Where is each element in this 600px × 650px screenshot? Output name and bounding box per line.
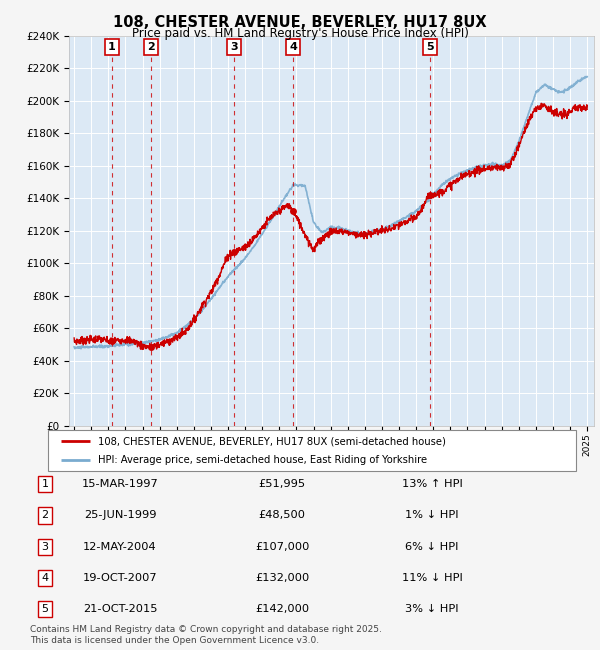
Text: £48,500: £48,500 bbox=[259, 510, 305, 521]
Text: £51,995: £51,995 bbox=[259, 479, 305, 489]
Text: 6% ↓ HPI: 6% ↓ HPI bbox=[405, 541, 459, 552]
Text: 11% ↓ HPI: 11% ↓ HPI bbox=[401, 573, 463, 583]
Text: 2: 2 bbox=[147, 42, 155, 52]
Text: £142,000: £142,000 bbox=[255, 604, 309, 614]
Text: 25-JUN-1999: 25-JUN-1999 bbox=[84, 510, 156, 521]
Text: £107,000: £107,000 bbox=[255, 541, 309, 552]
Text: 15-MAR-1997: 15-MAR-1997 bbox=[82, 479, 158, 489]
Text: 3: 3 bbox=[41, 541, 49, 552]
Text: 2: 2 bbox=[41, 510, 49, 521]
Text: 13% ↑ HPI: 13% ↑ HPI bbox=[401, 479, 463, 489]
Text: Price paid vs. HM Land Registry's House Price Index (HPI): Price paid vs. HM Land Registry's House … bbox=[131, 27, 469, 40]
Text: 19-OCT-2007: 19-OCT-2007 bbox=[83, 573, 157, 583]
Text: 1: 1 bbox=[108, 42, 116, 52]
Text: 108, CHESTER AVENUE, BEVERLEY, HU17 8UX (semi-detached house): 108, CHESTER AVENUE, BEVERLEY, HU17 8UX … bbox=[98, 436, 446, 447]
Text: Contains HM Land Registry data © Crown copyright and database right 2025.
This d: Contains HM Land Registry data © Crown c… bbox=[30, 625, 382, 645]
Text: 12-MAY-2004: 12-MAY-2004 bbox=[83, 541, 157, 552]
Text: 3: 3 bbox=[230, 42, 238, 52]
Text: 4: 4 bbox=[289, 42, 297, 52]
Text: 1% ↓ HPI: 1% ↓ HPI bbox=[405, 510, 459, 521]
Text: 4: 4 bbox=[41, 573, 49, 583]
Text: 108, CHESTER AVENUE, BEVERLEY, HU17 8UX: 108, CHESTER AVENUE, BEVERLEY, HU17 8UX bbox=[113, 15, 487, 30]
Text: 3% ↓ HPI: 3% ↓ HPI bbox=[405, 604, 459, 614]
Text: HPI: Average price, semi-detached house, East Riding of Yorkshire: HPI: Average price, semi-detached house,… bbox=[98, 455, 427, 465]
Text: 5: 5 bbox=[426, 42, 434, 52]
Text: £132,000: £132,000 bbox=[255, 573, 309, 583]
FancyBboxPatch shape bbox=[48, 430, 576, 471]
Text: 1: 1 bbox=[41, 479, 49, 489]
Text: 21-OCT-2015: 21-OCT-2015 bbox=[83, 604, 157, 614]
Text: 5: 5 bbox=[41, 604, 49, 614]
